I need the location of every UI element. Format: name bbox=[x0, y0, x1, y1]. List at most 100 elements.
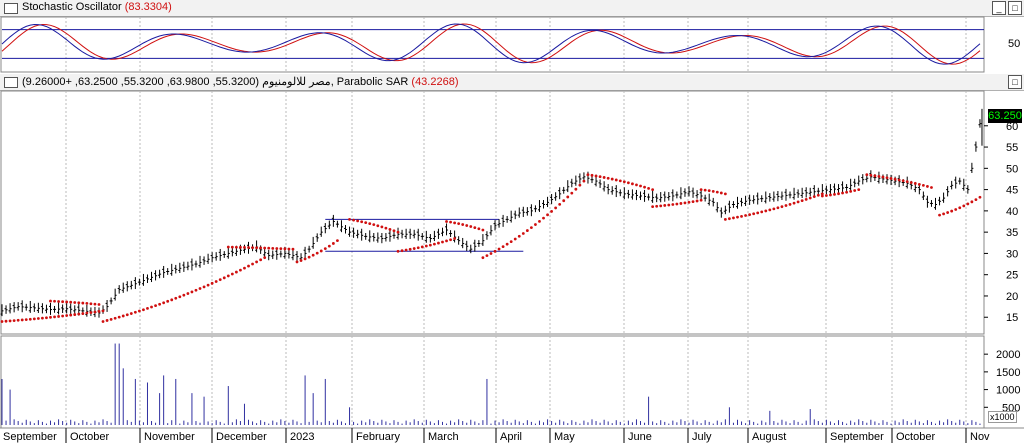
price-axis-label: 20 bbox=[1006, 291, 1018, 303]
sar-dot bbox=[534, 223, 537, 226]
sar-dot bbox=[784, 204, 788, 207]
minimize-button[interactable]: _ bbox=[992, 1, 1006, 15]
sar-dot bbox=[816, 193, 820, 197]
sar-dot bbox=[602, 176, 606, 179]
sar-dot bbox=[150, 305, 153, 309]
sar-dot bbox=[142, 308, 145, 312]
sar-dot bbox=[655, 204, 659, 208]
month-label: June bbox=[628, 431, 652, 443]
sar-dot bbox=[89, 302, 93, 306]
price-axis-label: 45 bbox=[1006, 185, 1018, 197]
sar-dot bbox=[562, 199, 566, 203]
sar-dot bbox=[255, 246, 258, 250]
sar-dot bbox=[129, 312, 133, 315]
sar-dot bbox=[703, 188, 707, 192]
sar-dot bbox=[457, 222, 461, 226]
sar-dot bbox=[926, 185, 929, 188]
volume-axis-label: 1500 bbox=[996, 367, 1020, 379]
sar-dot bbox=[849, 190, 853, 193]
sar-dot bbox=[97, 310, 101, 313]
sar-dot bbox=[412, 247, 416, 250]
maximize-button[interactable]: □ bbox=[1008, 75, 1022, 89]
price-axis-label: 30 bbox=[1006, 248, 1018, 260]
price-pane-header: مصر للالومنيوم (55.3200, 63.9800, 55.320… bbox=[0, 74, 1024, 91]
sar-dot bbox=[198, 287, 202, 290]
sar-dot bbox=[85, 301, 89, 305]
month-label: April bbox=[500, 431, 522, 443]
price-frame bbox=[0, 90, 985, 335]
month-label: February bbox=[356, 431, 401, 443]
sar-dot bbox=[517, 234, 521, 238]
sar-dot bbox=[901, 179, 905, 183]
sar-dot bbox=[12, 319, 16, 323]
sar-dot bbox=[49, 315, 52, 319]
sar-dot bbox=[239, 268, 242, 272]
price-axis-label: 15 bbox=[1006, 312, 1018, 324]
sar-dot bbox=[97, 303, 101, 306]
sar-dot bbox=[186, 292, 190, 295]
sar-dot bbox=[558, 202, 562, 206]
sar-dot bbox=[542, 216, 545, 220]
sar-dot bbox=[0, 320, 4, 323]
sar-dot bbox=[202, 285, 206, 289]
sar-dot bbox=[307, 255, 311, 259]
sar-dot bbox=[804, 197, 808, 201]
sar-dot bbox=[372, 223, 376, 227]
sar-dot bbox=[631, 182, 634, 186]
sar-dot bbox=[81, 312, 85, 315]
sar-dot bbox=[481, 228, 485, 232]
sar-dot bbox=[53, 299, 56, 303]
sar-dot bbox=[566, 195, 570, 199]
sar-dot bbox=[622, 180, 626, 184]
sar-dot bbox=[651, 188, 655, 192]
sar-dot bbox=[283, 247, 287, 251]
sar-dot bbox=[453, 237, 457, 240]
sar-dot bbox=[574, 187, 578, 191]
maximize-button[interactable]: □ bbox=[1008, 1, 1022, 15]
window-icon[interactable] bbox=[4, 3, 18, 14]
sar-dot bbox=[424, 244, 428, 248]
sar-dot bbox=[538, 219, 541, 223]
sar-dot bbox=[69, 313, 73, 317]
sar-dot bbox=[865, 173, 869, 177]
sar-dot bbox=[279, 247, 283, 251]
sar-dot bbox=[820, 192, 824, 196]
sar-dot bbox=[101, 320, 105, 323]
window-icon[interactable] bbox=[4, 77, 18, 88]
sar-dot bbox=[299, 259, 303, 262]
sar-dot bbox=[950, 209, 954, 213]
sar-dot bbox=[509, 240, 513, 244]
sar-dot bbox=[893, 177, 897, 181]
sar-dot bbox=[251, 262, 254, 266]
sar-dot bbox=[930, 186, 933, 189]
sar-dot bbox=[675, 202, 679, 206]
sar-dot bbox=[190, 290, 194, 294]
sar-dot bbox=[360, 220, 364, 224]
sar-dot bbox=[263, 246, 267, 250]
sar-dot bbox=[287, 247, 291, 251]
sar-dot bbox=[913, 182, 917, 185]
price-axis-label: 35 bbox=[1006, 227, 1018, 239]
sar-dot bbox=[529, 226, 533, 230]
sar-dot bbox=[715, 190, 719, 194]
sar-dot bbox=[125, 313, 129, 317]
sar-dot bbox=[449, 238, 452, 242]
sar-dot bbox=[820, 194, 824, 198]
sar-dot bbox=[230, 245, 234, 249]
sar-dot bbox=[226, 274, 230, 278]
sar-dot bbox=[433, 242, 436, 246]
last-price-badge: 63.250 bbox=[988, 109, 1022, 123]
stoch-pane-header: Stochastic Oscillator (83.3304) _ □ bbox=[0, 0, 1024, 17]
sar-dot bbox=[453, 221, 457, 225]
sar-dot bbox=[942, 212, 945, 216]
sar-dot bbox=[732, 216, 735, 220]
sar-dot bbox=[812, 195, 816, 199]
sar-dot bbox=[578, 183, 582, 187]
sar-dot bbox=[239, 245, 242, 249]
sar-dot bbox=[53, 315, 56, 319]
sar-dot bbox=[162, 301, 166, 305]
sar-dot bbox=[667, 203, 671, 207]
sar-dot bbox=[61, 300, 65, 304]
sar-dot bbox=[77, 312, 81, 316]
